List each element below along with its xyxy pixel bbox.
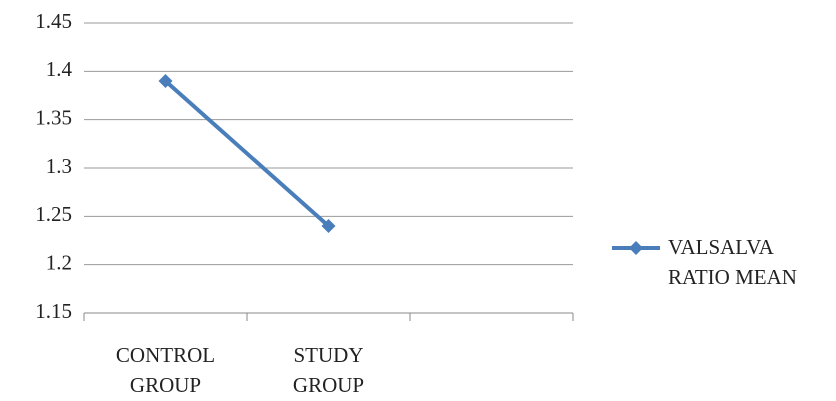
y-tick-label: 1.4 [46,57,73,81]
y-tick-label: 1.45 [35,9,72,33]
y-tick-label: 1.15 [35,299,72,323]
y-tick-label: 1.25 [35,202,72,226]
y-tick-label: 1.35 [35,105,72,129]
legend-label: VALSALVA RATIO MEAN [668,235,797,289]
x-tick-label: CONTROL GROUP [115,343,216,397]
data-point [158,74,173,88]
legend-marker [629,241,643,255]
y-tick-label: 1.2 [46,250,72,274]
x-tick-label: STUDY GROUP [292,343,365,397]
y-tick-label: 1.3 [46,154,72,178]
data-point [321,219,336,233]
series-line [164,79,330,228]
